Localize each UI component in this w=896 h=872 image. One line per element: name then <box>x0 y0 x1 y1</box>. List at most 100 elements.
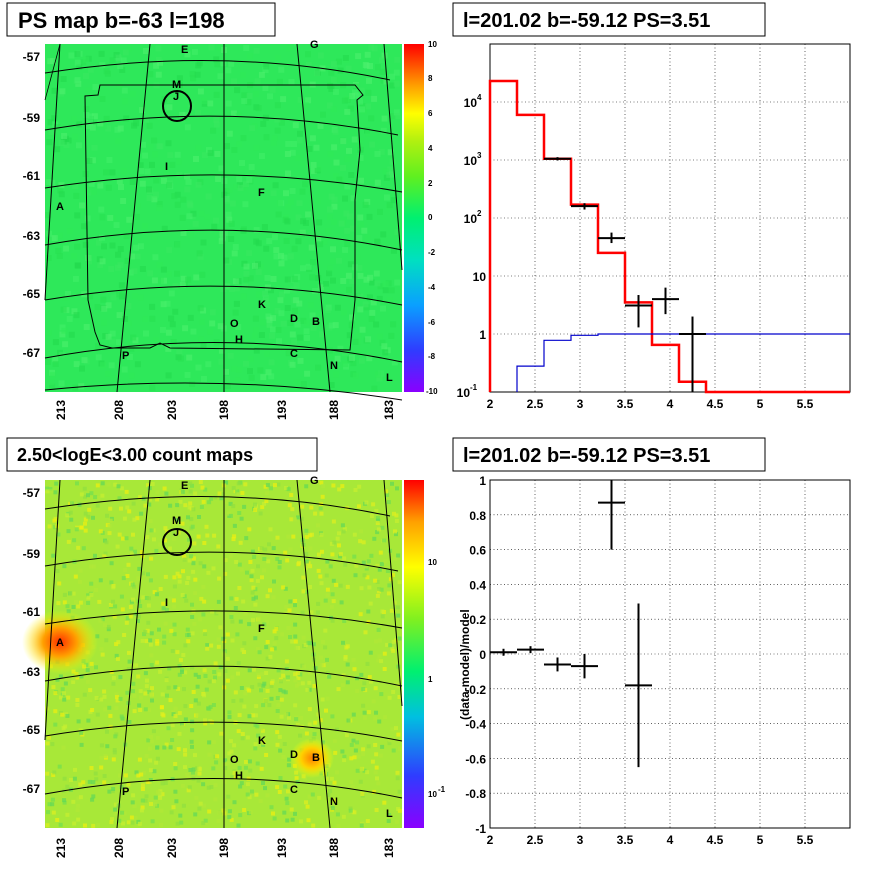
svg-text:B: B <box>312 316 320 328</box>
spectrum-y-tick-base: 10 <box>464 96 478 110</box>
svg-text:-63: -63 <box>23 665 41 679</box>
residual-y-tick-label: -1 <box>475 822 486 836</box>
svg-text:-57: -57 <box>23 50 41 64</box>
residual-y-tick-label: 0 <box>479 648 486 662</box>
count-map-y-ticks: -57 -59 -61 -63 -65 -67 <box>23 486 41 796</box>
svg-text:K: K <box>258 299 266 311</box>
residual-y-tick-label: -0.2 <box>465 683 486 697</box>
svg-text:10: 10 <box>428 40 437 49</box>
svg-text:D: D <box>290 313 298 325</box>
svg-text:0: 0 <box>428 213 433 222</box>
residual-title: l=201.02 b=-59.12 PS=3.51 <box>463 445 710 467</box>
residual-x-tick-label: 2 <box>487 833 494 847</box>
count-map-grid <box>44 479 403 829</box>
count-map-colorbar <box>404 480 424 828</box>
svg-text:-57: -57 <box>23 486 41 500</box>
svg-text:-8: -8 <box>428 352 436 361</box>
svg-text:L: L <box>386 372 393 384</box>
svg-text:D: D <box>290 749 298 761</box>
count-map-colorbar-ticks: 10 1 10 -1 <box>428 558 446 799</box>
count-map-x-ticks: 213 208 203 198 193 188 183 <box>54 838 396 858</box>
svg-text:208: 208 <box>112 838 126 858</box>
svg-text:E: E <box>181 480 188 492</box>
spectrum-x-tick-label: 4.5 <box>707 397 724 411</box>
svg-text:F: F <box>258 187 265 199</box>
svg-text:B: B <box>312 752 320 764</box>
residual-y-tick-label: 0.4 <box>469 578 486 592</box>
count-map-colorbar-tick-base: 10 <box>428 790 437 799</box>
svg-text:-2: -2 <box>428 248 436 257</box>
residual-x-tick-label: 4 <box>667 833 674 847</box>
svg-text:183: 183 <box>382 400 396 420</box>
residual-y-tick-label: 0.6 <box>469 544 486 558</box>
svg-text:-67: -67 <box>23 782 41 796</box>
svg-text:-67: -67 <box>23 346 41 360</box>
svg-text:M: M <box>172 515 181 527</box>
spectrum-y-tick-exp: 3 <box>477 151 482 160</box>
spectrum-y-tick-label: 10 <box>473 270 487 284</box>
svg-text:O: O <box>230 318 239 330</box>
ps-map-colorbar-ticks: 10 8 6 4 2 0 -2 -4 -6 -8 -10 <box>426 40 438 396</box>
svg-text:2: 2 <box>428 179 433 188</box>
svg-text:N: N <box>330 796 338 808</box>
svg-text:-65: -65 <box>23 287 41 301</box>
residual-y-tick-label: 1 <box>479 474 486 488</box>
svg-text:-59: -59 <box>23 547 41 561</box>
svg-text:-63: -63 <box>23 229 41 243</box>
count-map-colorbar-tick-exp: -1 <box>438 785 446 794</box>
spectrum-panel: l=201.02 b=-59.12 PS=3.51 2 2.5 3 3.5 4 4.5 5 5… <box>452 2 851 411</box>
svg-text:-59: -59 <box>23 111 41 125</box>
svg-text:-65: -65 <box>23 723 41 737</box>
svg-text:G: G <box>310 475 319 487</box>
count-map-hotspot-a <box>22 610 98 674</box>
svg-text:10: 10 <box>428 558 437 567</box>
residual-y-tick-label: 0.8 <box>469 509 486 523</box>
svg-text:-61: -61 <box>23 169 41 183</box>
svg-text:J: J <box>173 91 179 103</box>
spectrum-y-tick-label: 1 <box>479 328 486 342</box>
spectrum-x-tick-label: 4 <box>667 397 674 411</box>
residual-ticks: 2 2.5 3 3.5 4 4.5 5 5.5 1 0.8 0.6 0.4 0.2 0 -0.2 -0.4 -0… <box>465 474 813 847</box>
ps-map-y-ticks: -57 -59 -61 -63 -65 -67 <box>23 50 41 360</box>
residual-y-tick-label: 0.2 <box>469 613 486 627</box>
svg-text:6: 6 <box>428 109 433 118</box>
ps-map-grid <box>44 43 403 401</box>
svg-text:198: 198 <box>217 400 231 420</box>
spectrum-title: l=201.02 b=-59.12 PS=3.51 <box>463 10 710 32</box>
residual-x-tick-label: 2.5 <box>527 833 544 847</box>
spectrum-y-tick-base: 10 <box>464 154 478 168</box>
svg-text:183: 183 <box>382 838 396 858</box>
svg-text:C: C <box>290 784 298 796</box>
svg-text:213: 213 <box>54 400 68 420</box>
svg-text:A: A <box>56 637 64 649</box>
residual-x-tick-label: 3.5 <box>617 833 634 847</box>
ps-map-title-box <box>6 2 276 37</box>
residual-x-tick-label: 3 <box>577 833 584 847</box>
svg-text:1: 1 <box>428 675 433 684</box>
svg-text:H: H <box>235 334 243 346</box>
spectrum-title-box <box>452 2 766 37</box>
residual-x-tick-label: 4.5 <box>707 833 724 847</box>
svg-text:203: 203 <box>165 838 179 858</box>
count-map-hotspot-b <box>290 738 334 778</box>
svg-text:4: 4 <box>428 144 433 153</box>
spectrum-x-tick-label: 2.5 <box>527 397 544 411</box>
svg-text:8: 8 <box>428 74 433 83</box>
spectrum-model-line <box>488 79 850 394</box>
residual-y-tick-label: -0.6 <box>465 752 486 766</box>
residual-points <box>490 480 652 768</box>
svg-text:I: I <box>165 597 168 609</box>
residual-ylabel: (data-model)/model <box>458 609 472 720</box>
ps-map-x-ticks: 213 208 203 198 193 188 183 <box>54 400 396 420</box>
spectrum-x-tick-label: 2 <box>487 397 494 411</box>
ps-map-colorbar <box>404 44 424 392</box>
svg-text:193: 193 <box>275 838 289 858</box>
count-map-title-box <box>6 437 318 472</box>
svg-text:188: 188 <box>327 838 341 858</box>
svg-text:203: 203 <box>165 400 179 420</box>
spectrum-y-tick-exp: 4 <box>477 93 482 102</box>
svg-text:L: L <box>386 808 393 820</box>
ps-map-title: PS map b=-63 l=198 <box>18 8 225 33</box>
svg-text:E: E <box>181 44 188 56</box>
